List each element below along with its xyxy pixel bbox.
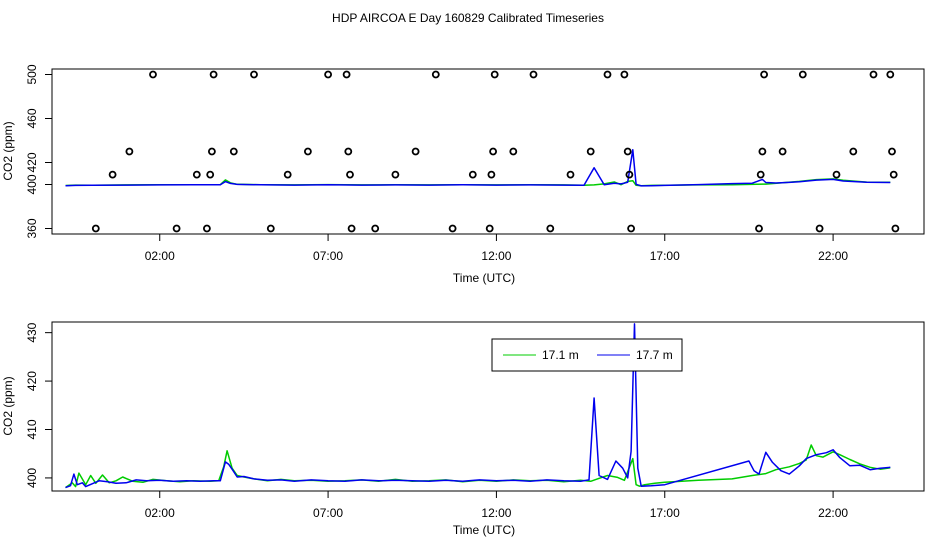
- calibration-point: [758, 147, 767, 156]
- y-tick-label: 400: [25, 468, 39, 488]
- x-tick-label: 07:00: [313, 506, 343, 520]
- calibration-point: [206, 170, 215, 179]
- legend-label-series-1: 17.1 m: [542, 348, 579, 362]
- calibration-point: [888, 147, 896, 156]
- calibration-point: [431, 70, 440, 79]
- calibration-point: [778, 147, 787, 156]
- x-axis-label-top: Time (UTC): [453, 271, 515, 285]
- y-tick-label: 420: [25, 371, 39, 391]
- calibration-point: [620, 70, 629, 79]
- calibration-point: [342, 70, 351, 79]
- series-line-blue: [65, 149, 891, 187]
- y-tick-label: 430: [25, 322, 39, 342]
- x-tick-label: 12:00: [481, 249, 511, 263]
- x-axis-label-bottom: Time (UTC): [453, 523, 515, 537]
- calibration-point: [125, 147, 134, 156]
- axis-ticks-top: 02:00 07:00 12:00 17:00 22:00 360 400 420 460 500: [25, 64, 848, 263]
- x-tick-label: 22:00: [818, 249, 848, 263]
- y-tick-label: 360: [25, 218, 39, 238]
- calibration-point: [509, 147, 518, 156]
- y-tick-label: 500: [25, 64, 39, 84]
- calibration-point: [490, 70, 499, 79]
- calibration-point: [371, 224, 380, 233]
- calibration-point: [815, 224, 824, 233]
- calibration-point: [849, 147, 858, 156]
- panel-top: CO2 (ppm) Time (UTC) 02:00 07:00 12:00 17:0…: [1, 64, 925, 285]
- calibration-point: [760, 70, 768, 79]
- panel-bottom: CO2 (ppm) Time (UTC) 02:00 07:00 12:00 17:0…: [1, 321, 925, 537]
- y-tick-label: 410: [25, 419, 39, 439]
- calibration-point: [149, 70, 157, 79]
- plot-frame-top: [51, 68, 925, 235]
- calibration-point: [108, 170, 117, 179]
- calibration-point: [303, 147, 312, 156]
- calibration-point: [250, 70, 258, 79]
- calibration-point: [566, 170, 575, 179]
- calibration-point: [172, 224, 181, 233]
- calibration-point: [627, 224, 635, 233]
- calibration-point: [344, 147, 353, 156]
- calibration-point: [529, 70, 538, 79]
- plot-frame-bottom: [51, 321, 925, 492]
- calibration-point: [889, 170, 898, 179]
- x-tick-label: 17:00: [650, 249, 680, 263]
- calibration-points: [91, 70, 900, 233]
- calibration-point: [448, 224, 457, 233]
- y-axis-label-bottom: CO2 (ppm): [1, 376, 15, 435]
- calibration-point: [546, 224, 555, 233]
- series-line-blue: [65, 323, 891, 489]
- calibration-point: [391, 170, 400, 179]
- calibration-point: [485, 224, 494, 233]
- calibration-point: [623, 147, 632, 156]
- calibration-point: [283, 170, 292, 179]
- x-tick-label: 02:00: [145, 506, 175, 520]
- y-tick-label: 460: [25, 108, 39, 128]
- legend-label-series-2: 17.7 m: [636, 348, 673, 362]
- calibration-point: [755, 224, 763, 233]
- calibration-point: [207, 147, 216, 156]
- calibration-point: [798, 70, 807, 79]
- x-tick-label: 17:00: [650, 506, 680, 520]
- y-tick-label: 420: [25, 152, 39, 172]
- series-group-bottom: [65, 323, 891, 489]
- calibration-point: [346, 170, 354, 179]
- calibration-point: [886, 70, 895, 79]
- calibration-point: [91, 224, 100, 233]
- legend: 17.1 m 17.7 m: [491, 338, 683, 372]
- calibration-point: [324, 70, 333, 79]
- calibration-point: [869, 70, 878, 79]
- axis-ticks-bottom: 02:00 07:00 12:00 17:00 22:00 400 410 420 430: [25, 322, 848, 520]
- calibration-point: [756, 170, 765, 179]
- calibration-point: [468, 170, 477, 179]
- calibration-point: [489, 147, 498, 156]
- calibration-point: [209, 70, 218, 79]
- x-tick-label: 02:00: [145, 249, 175, 263]
- calibration-point: [832, 170, 841, 179]
- calibration-point: [347, 224, 356, 233]
- x-tick-label: 07:00: [313, 249, 343, 263]
- calibration-point: [625, 170, 634, 179]
- chart-title: HDP AIRCOA E Day 160829 Calibrated Times…: [332, 11, 604, 25]
- calibration-point: [266, 224, 275, 233]
- calibration-point: [586, 147, 595, 156]
- x-tick-label: 12:00: [481, 506, 511, 520]
- calibration-point: [411, 147, 420, 156]
- series-group-top: [65, 149, 891, 187]
- calibration-point: [229, 147, 238, 156]
- calibration-point: [487, 170, 496, 179]
- calibration-point: [603, 70, 612, 79]
- x-tick-label: 22:00: [818, 506, 848, 520]
- calibration-point: [891, 224, 900, 233]
- calibration-point: [202, 224, 211, 233]
- y-axis-label-top: CO2 (ppm): [1, 121, 15, 180]
- calibration-point: [192, 170, 201, 179]
- y-tick-label: 400: [25, 174, 39, 194]
